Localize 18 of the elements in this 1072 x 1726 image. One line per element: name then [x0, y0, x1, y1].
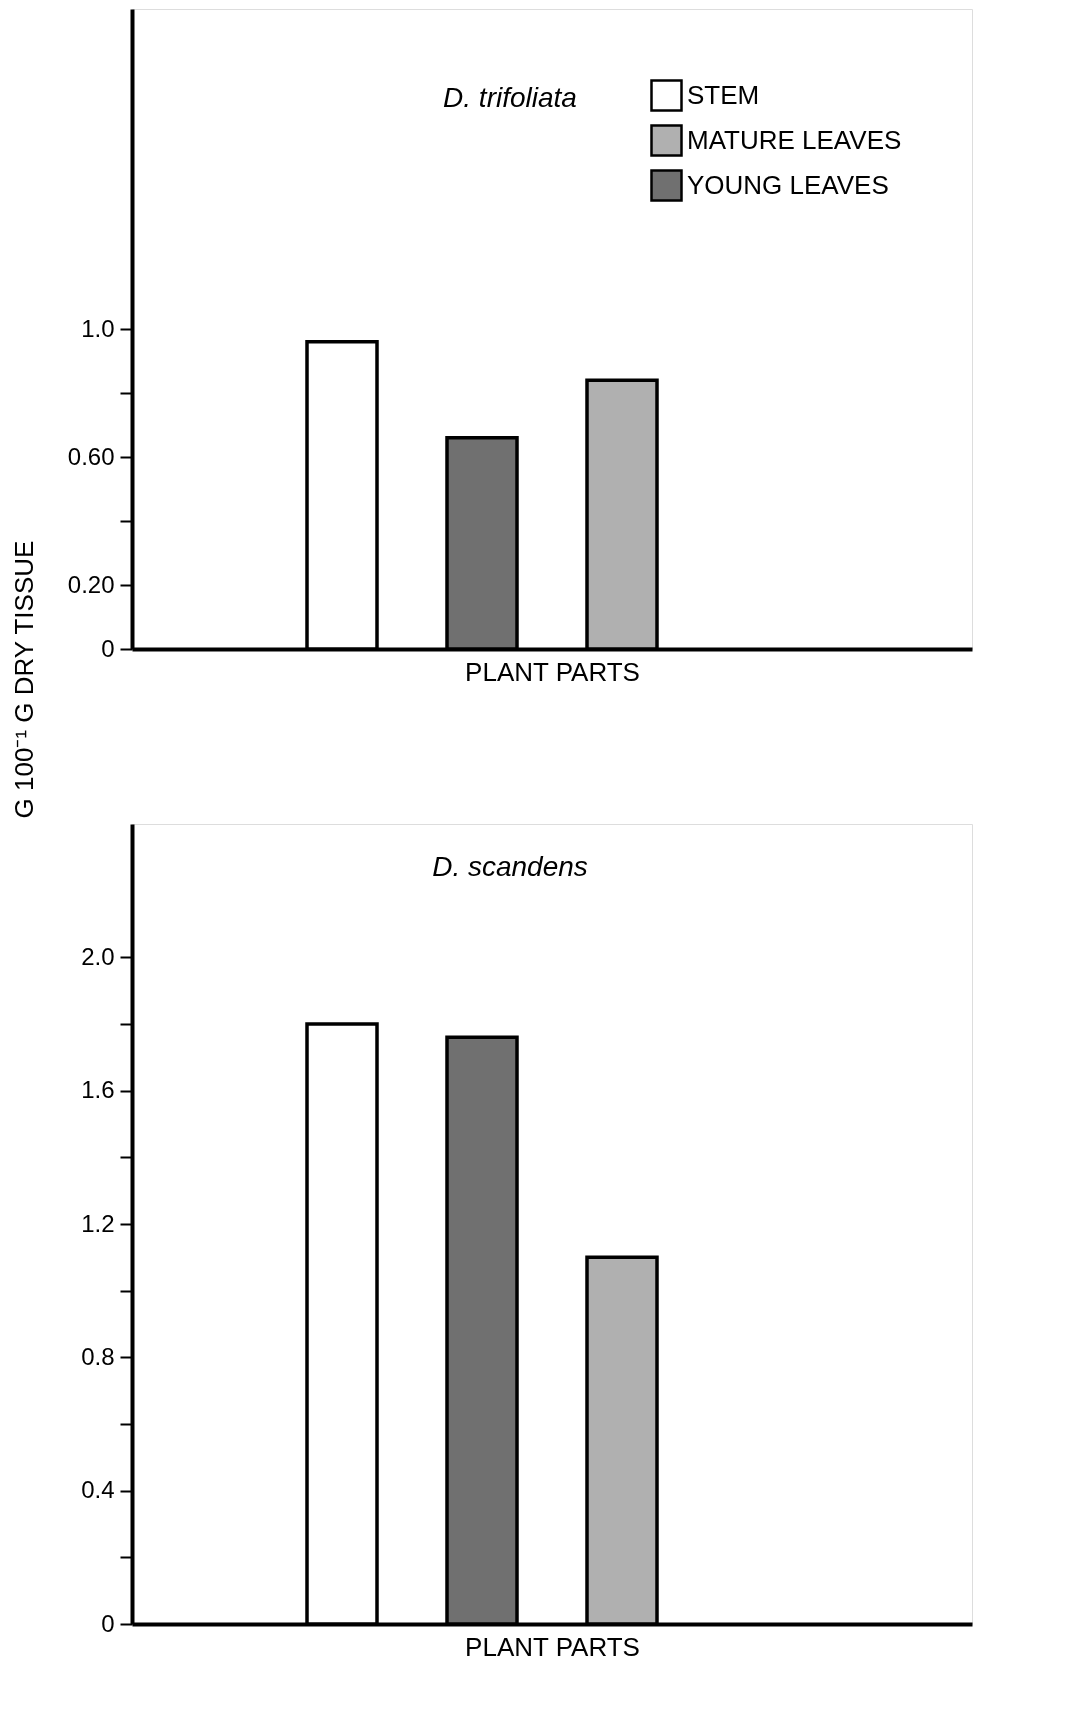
x-axis-title: PLANT PARTS [465, 1631, 640, 1662]
legend-label: MATURE LEAVES [687, 124, 902, 155]
y-axis-title: G 100⁻¹ G DRY TISSUE [8, 540, 39, 819]
x-axis-title: PLANT PARTS [465, 656, 640, 687]
y-tick-label: 0.60 [67, 442, 115, 470]
y-tick-label: 0.20 [67, 570, 115, 598]
text: D. trifoliata [443, 81, 577, 113]
y-tick-label: 0.4 [81, 1476, 115, 1504]
legend-label: STEM [687, 79, 760, 110]
y-tick-label: 2.0 [81, 942, 115, 970]
y-tick-label: 1.6 [81, 1076, 115, 1104]
y-tick-label: 1.0 [81, 314, 115, 342]
legend-label: YOUNG LEAVES [687, 169, 889, 200]
y-tick-label: 0.8 [81, 1342, 115, 1370]
y-tick-label: 1.2 [81, 1209, 115, 1237]
y-tick-label: 0 [101, 1609, 115, 1637]
text: D. scandens [432, 851, 588, 882]
y-tick-label: 0 [101, 634, 115, 662]
